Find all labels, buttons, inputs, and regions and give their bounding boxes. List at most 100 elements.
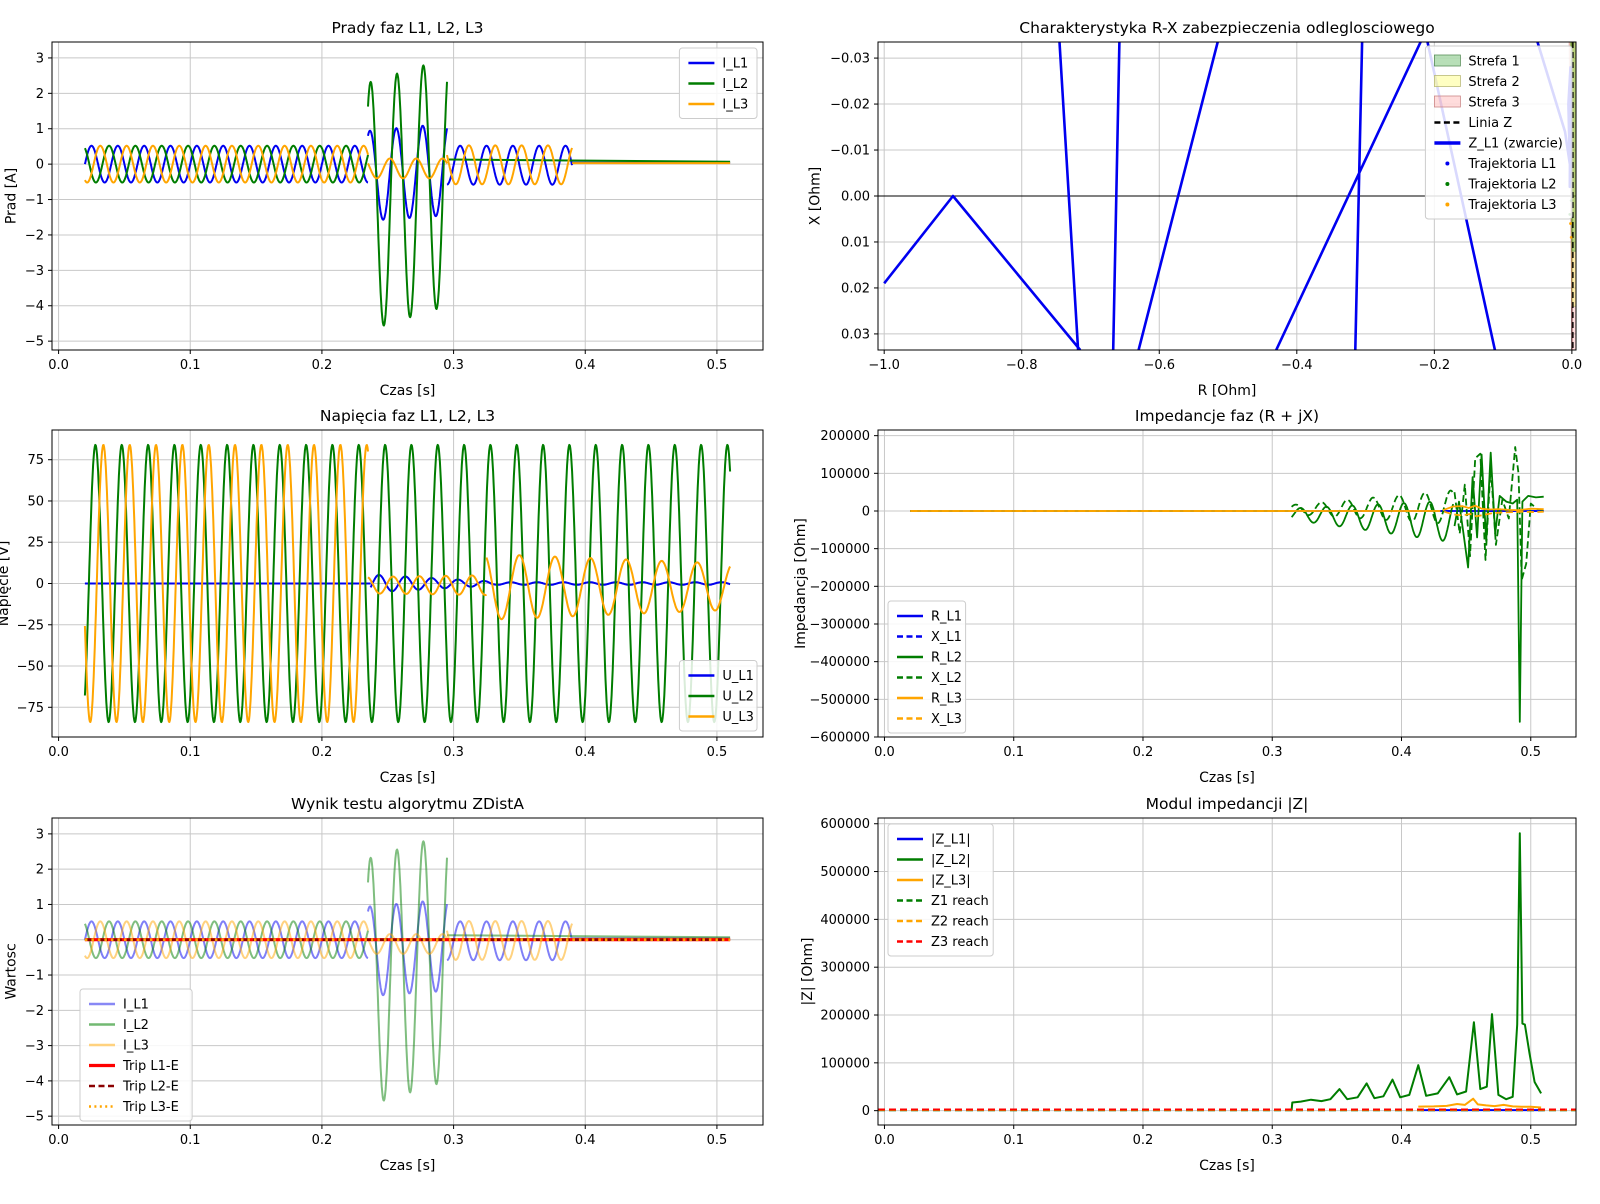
svg-text:50: 50 — [27, 494, 44, 509]
svg-text:0: 0 — [36, 577, 44, 592]
legend-swatch-marker — [1445, 182, 1450, 186]
svg-text:−3: −3 — [25, 264, 44, 279]
legend-label: Strefa 2 — [1468, 75, 1519, 90]
legend-label: Z1 reach — [931, 894, 989, 909]
svg-text:0.00: 0.00 — [841, 190, 870, 205]
x-axis-label: Czas [s] — [1199, 1158, 1255, 1174]
x-axis-label: Czas [s] — [380, 1158, 436, 1174]
legend-label: U_L3 — [722, 710, 754, 725]
legend-label: Trip L3-E — [122, 1100, 179, 1115]
svg-text:0.0: 0.0 — [874, 745, 895, 760]
legend-label: Linia Z — [1468, 116, 1512, 131]
svg-text:−0.02: −0.02 — [830, 98, 870, 113]
svg-text:−0.8: −0.8 — [1006, 358, 1038, 373]
svg-text:0.2: 0.2 — [312, 1133, 333, 1148]
legend-label: Trip L1-E — [122, 1059, 179, 1074]
series-i-l3 — [84, 920, 731, 961]
panel-title: Charakterystyka R-X zabezpieczenia odleg… — [1019, 19, 1434, 37]
svg-text:−1: −1 — [25, 969, 44, 984]
x-axis-label: Czas [s] — [1199, 770, 1255, 786]
svg-text:2: 2 — [36, 87, 44, 102]
legend-label: |Z_L3| — [931, 874, 971, 889]
plot-background — [878, 430, 1576, 737]
legend-label: Trip L2-E — [122, 1080, 179, 1095]
legend: Strefa 1 Strefa 2 Strefa 3 Linia Z Z_L1 (zwa… — [1424, 45, 1573, 220]
legend-label: Strefa 1 — [1468, 55, 1519, 70]
svg-text:0.2: 0.2 — [312, 358, 333, 373]
y-axis-label: Impedancja [Ohm] — [793, 518, 809, 649]
svg-text:−25: −25 — [17, 618, 44, 633]
svg-text:−0.2: −0.2 — [1419, 358, 1451, 373]
svg-text:0.4: 0.4 — [575, 358, 596, 373]
y-axis-label: Prad [A] — [3, 168, 19, 224]
svg-text:0.5: 0.5 — [707, 745, 728, 760]
svg-text:0.5: 0.5 — [1520, 1133, 1541, 1148]
legend-label: I_L3 — [722, 98, 748, 113]
svg-text:0.1: 0.1 — [1003, 1133, 1024, 1148]
axes-spines — [877, 429, 1577, 738]
y-axis-label: Napięcie [V] — [0, 541, 12, 627]
svg-text:0.0: 0.0 — [48, 358, 69, 373]
tick-labels: 0.0 0.1 0.2 0.3 0.4 0.5 600000 500000 400000 3000… — [820, 817, 1541, 1148]
svg-text:0: 0 — [862, 504, 870, 519]
svg-text:−50: −50 — [17, 660, 44, 675]
legend-label: Strefa 3 — [1468, 96, 1519, 111]
panel-title: Wynik testu algorytmu ZDistA — [291, 795, 524, 813]
legend-label: Trajektoria L3 — [1467, 198, 1556, 213]
svg-text:0.3: 0.3 — [443, 1133, 464, 1148]
legend-label: |Z_L2| — [931, 853, 971, 868]
series--z-l3- — [1418, 1097, 1542, 1109]
legend-label: U_L1 — [722, 669, 754, 684]
svg-text:0.4: 0.4 — [1391, 745, 1412, 760]
svg-text:0.5: 0.5 — [707, 1133, 728, 1148]
svg-text:−200000: −200000 — [809, 580, 870, 595]
svg-text:0.5: 0.5 — [1520, 745, 1541, 760]
y-axis-label: X [Ohm] — [808, 167, 824, 226]
svg-text:1: 1 — [36, 898, 44, 913]
tick-labels: −1.0 −0.8 −0.6 −0.4 −0.2 0.0 −0.03 −0.02 −0.01 0.… — [830, 52, 1582, 373]
svg-text:300000: 300000 — [820, 961, 870, 976]
series-u-l2 — [83, 443, 732, 724]
svg-text:−2: −2 — [25, 228, 44, 243]
svg-text:0.0: 0.0 — [1562, 358, 1583, 373]
legend-swatch-marker — [1445, 161, 1450, 166]
panel-title: Impedancje faz (R + jX) — [1135, 407, 1319, 425]
svg-text:0.0: 0.0 — [874, 1133, 895, 1148]
legend-label: R_L3 — [931, 692, 962, 707]
legend-label: X_L1 — [931, 630, 962, 645]
legend: R_L1 X_L1 R_L2 X_L2 R_L3 X_L3 — [887, 600, 967, 734]
panel-title: Napięcia faz L1, L2, L3 — [320, 407, 495, 425]
panel-rx: −1.0 −0.8 −0.6 −0.4 −0.2 0.0 −0.03 −0.02 −0.01 0.… — [808, 19, 1583, 399]
axes-spines — [51, 41, 764, 351]
svg-text:−400000: −400000 — [809, 655, 870, 670]
svg-text:−4: −4 — [25, 299, 44, 314]
tick-labels: 0.0 0.1 0.2 0.3 0.4 0.5 200000 100000 0 −100000 −2… — [809, 429, 1541, 760]
svg-text:−100000: −100000 — [809, 542, 870, 557]
svg-text:25: 25 — [27, 536, 44, 551]
legend-label: Z_L1 (zwarcie) — [1468, 137, 1562, 152]
series-i-l3 — [84, 144, 731, 186]
panel-currents: 0.0 0.1 0.2 0.3 0.4 0.5 3 2 1 0 −1 −2 −3 −4 −5 Prady fa… — [3, 19, 764, 399]
panel-voltages: 0.0 0.1 0.2 0.3 0.4 0.5 75 50 25 0 −25 −50 −75 Napięc… — [0, 407, 764, 786]
svg-text:100000: 100000 — [820, 1056, 870, 1071]
legend-label: R_L1 — [931, 610, 962, 625]
series-x-l3 — [910, 510, 1544, 518]
svg-text:100000: 100000 — [820, 467, 870, 482]
svg-text:0: 0 — [862, 1104, 870, 1119]
svg-text:−2: −2 — [25, 1004, 44, 1019]
legend-swatch-patch — [1434, 75, 1461, 87]
panel-modz: 0.0 0.1 0.2 0.3 0.4 0.5 600000 500000 400000 3000… — [800, 795, 1577, 1174]
svg-text:−0.4: −0.4 — [1281, 358, 1313, 373]
svg-text:0.5: 0.5 — [707, 358, 728, 373]
legend: U_L1 U_L2 U_L3 — [678, 660, 758, 732]
legend-label: U_L2 — [722, 690, 754, 705]
y-axis-label: |Z| [Ohm] — [800, 938, 816, 1006]
legend-swatch-patch — [1434, 95, 1461, 108]
svg-text:3: 3 — [36, 51, 44, 66]
series-trajektoria-l3 — [1569, 222, 1573, 239]
svg-text:0.2: 0.2 — [1133, 745, 1154, 760]
svg-text:−3: −3 — [25, 1039, 44, 1054]
svg-text:0.02: 0.02 — [841, 281, 870, 296]
series-u-l3 — [83, 444, 731, 723]
legend-label: I_L3 — [123, 1039, 149, 1054]
